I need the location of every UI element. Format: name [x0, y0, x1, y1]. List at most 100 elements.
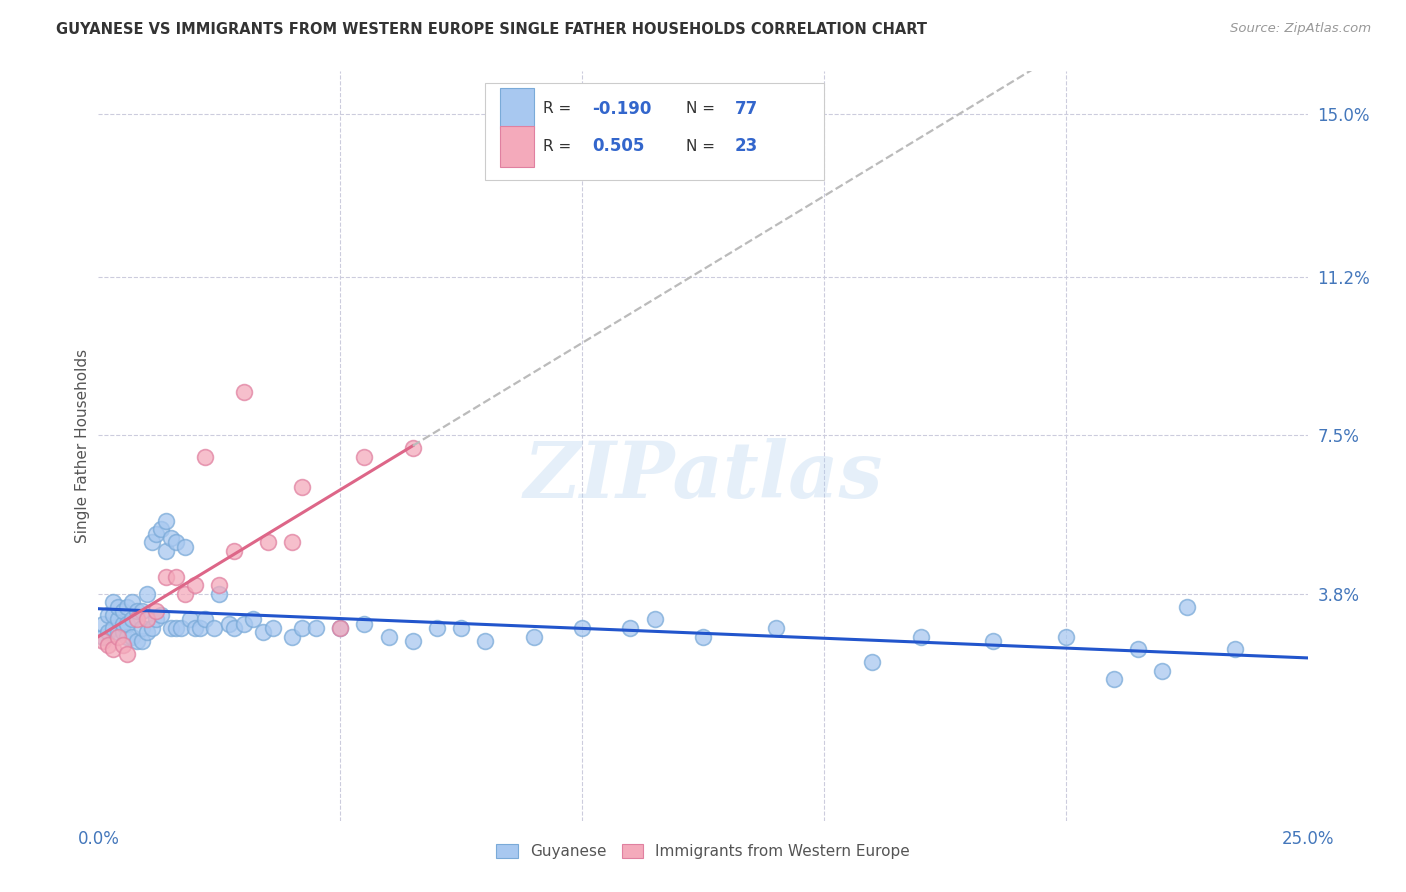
Point: [222, 544, 245, 558]
Point: [121, 595, 143, 609]
Point: [353, 616, 375, 631]
Point: [131, 604, 153, 618]
Point: [111, 638, 134, 652]
Point: [194, 450, 217, 464]
Point: [160, 531, 183, 545]
Point: [91, 616, 114, 631]
Point: [121, 612, 143, 626]
Point: [160, 621, 183, 635]
Point: [1128, 642, 1150, 657]
Point: [644, 612, 666, 626]
Point: [101, 642, 124, 657]
Point: [111, 604, 134, 618]
Point: [155, 514, 177, 528]
Point: [141, 535, 163, 549]
Point: [145, 612, 167, 626]
Point: [131, 633, 153, 648]
Point: [281, 630, 304, 644]
Point: [169, 621, 191, 635]
Point: [135, 612, 157, 626]
Text: 0.505: 0.505: [592, 137, 644, 155]
Point: [232, 385, 254, 400]
Point: [204, 621, 226, 635]
Y-axis label: Single Father Households: Single Father Households: [75, 349, 90, 543]
Point: [290, 480, 312, 494]
Text: GUYANESE VS IMMIGRANTS FROM WESTERN EUROPE SINGLE FATHER HOUSEHOLDS CORRELATION : GUYANESE VS IMMIGRANTS FROM WESTERN EURO…: [56, 22, 927, 37]
Point: [131, 621, 153, 635]
Point: [426, 621, 449, 635]
Text: R =: R =: [543, 139, 576, 153]
Text: ZIPatlas: ZIPatlas: [523, 438, 883, 514]
Point: [290, 621, 312, 635]
Point: [208, 587, 231, 601]
Text: 77: 77: [734, 100, 758, 118]
Point: [194, 612, 217, 626]
Point: [1223, 642, 1246, 657]
Point: [242, 612, 264, 626]
Point: [150, 523, 173, 537]
Point: [155, 569, 177, 583]
Point: [117, 616, 139, 631]
Bar: [501, 88, 534, 129]
Point: [135, 587, 157, 601]
Point: [145, 604, 167, 618]
Point: [377, 630, 399, 644]
Point: [252, 625, 274, 640]
Point: [174, 587, 197, 601]
Point: [523, 630, 546, 644]
Text: N =: N =: [686, 139, 720, 153]
Point: [619, 621, 641, 635]
Point: [107, 625, 129, 640]
Point: [117, 647, 139, 661]
Point: [402, 441, 425, 455]
Point: [474, 633, 496, 648]
Point: [305, 621, 328, 635]
Point: [91, 633, 114, 648]
Text: N =: N =: [686, 102, 720, 116]
Point: [101, 621, 124, 635]
Text: 23: 23: [734, 137, 758, 155]
Point: [165, 535, 187, 549]
Point: [155, 544, 177, 558]
Point: [117, 630, 139, 644]
Point: [91, 630, 114, 644]
Point: [117, 599, 139, 614]
Point: [127, 604, 149, 618]
Point: [910, 630, 932, 644]
Point: [111, 616, 134, 631]
Point: [256, 535, 278, 549]
Point: [860, 655, 883, 669]
Point: [571, 621, 593, 635]
Point: [97, 608, 120, 623]
Point: [1152, 664, 1174, 678]
Point: [145, 526, 167, 541]
Point: [281, 535, 304, 549]
Point: [165, 569, 187, 583]
Point: [121, 630, 143, 644]
Point: [174, 540, 197, 554]
Point: [1054, 630, 1077, 644]
Legend: Guyanese, Immigrants from Western Europe: Guyanese, Immigrants from Western Europe: [491, 838, 915, 865]
Point: [981, 633, 1004, 648]
Point: [208, 578, 231, 592]
Point: [232, 616, 254, 631]
Bar: [501, 126, 534, 167]
Point: [188, 621, 211, 635]
Point: [222, 621, 245, 635]
Point: [107, 612, 129, 626]
Point: [329, 621, 352, 635]
Point: [101, 608, 124, 623]
Point: [1102, 673, 1125, 687]
Point: [1175, 599, 1198, 614]
Point: [150, 608, 173, 623]
Point: [402, 633, 425, 648]
Point: [101, 595, 124, 609]
Point: [218, 616, 240, 631]
Point: [184, 578, 207, 592]
Point: [111, 625, 134, 640]
Point: [353, 450, 375, 464]
Point: [450, 621, 472, 635]
FancyBboxPatch shape: [485, 83, 824, 180]
Point: [179, 612, 201, 626]
Point: [165, 621, 187, 635]
